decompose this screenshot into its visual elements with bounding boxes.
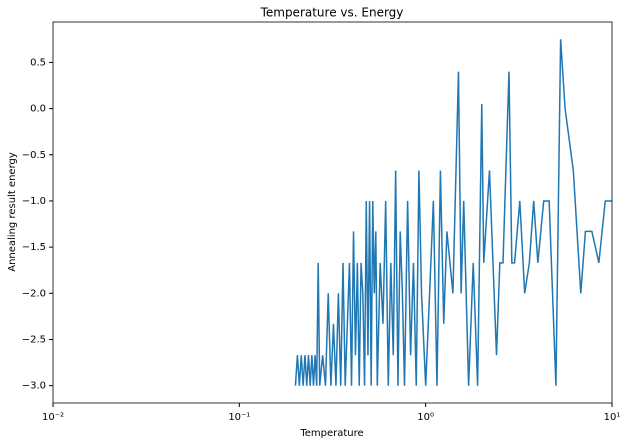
y-tick-label: −1.5 — [22, 242, 46, 253]
plot-frame — [52, 21, 613, 404]
x-tick-label: 10⁰ — [417, 412, 434, 423]
y-tick-label: −1.0 — [22, 196, 46, 207]
y-tick-label: −3.0 — [22, 381, 46, 392]
y-tick-label: −2.0 — [22, 288, 46, 299]
x-axis-label: Temperature — [299, 428, 363, 439]
y-tick-label: 0.0 — [30, 104, 46, 115]
x-tick-label: 10⁻¹ — [228, 412, 250, 423]
y-tick-label: 0.5 — [30, 57, 46, 68]
chart-title: Temperature vs. Energy — [260, 6, 404, 20]
data-line — [294, 39, 612, 386]
y-tick-label: −0.5 — [22, 150, 46, 161]
y-tick-label: −2.5 — [22, 335, 46, 346]
x-tick-label: 10¹ — [604, 412, 621, 423]
y-axis-label: Annealing result energy — [7, 152, 18, 272]
x-tick-label: 10⁻² — [42, 412, 64, 423]
